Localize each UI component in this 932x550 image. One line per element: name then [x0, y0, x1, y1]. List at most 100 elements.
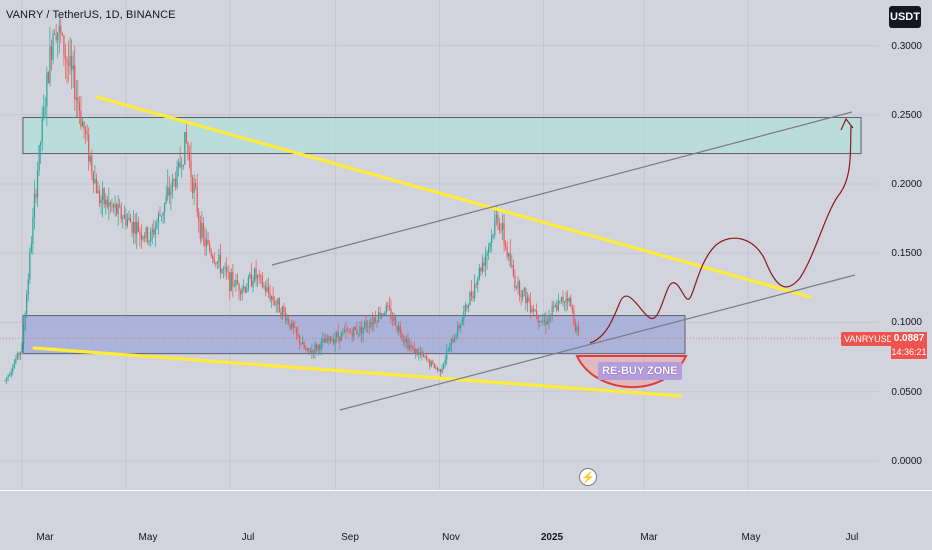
candle-body — [272, 296, 274, 301]
candle-body — [562, 297, 564, 303]
candle-body — [317, 345, 319, 350]
candle-body — [413, 347, 415, 354]
candle-body — [325, 337, 327, 343]
candle-body — [528, 297, 530, 303]
candle-body — [55, 34, 57, 41]
candle-body — [145, 227, 147, 238]
candle-body — [143, 236, 146, 238]
candle-body — [396, 326, 398, 331]
descending-trendline — [95, 95, 812, 299]
currency-button[interactable]: USDT — [889, 6, 921, 28]
candle-body — [436, 367, 439, 370]
candle-body — [100, 199, 102, 204]
candle-body — [19, 351, 22, 356]
candle-body — [32, 217, 34, 244]
candle-body — [319, 345, 321, 350]
candle-body — [229, 272, 231, 291]
candle-body — [466, 305, 468, 308]
candle-body — [288, 318, 290, 325]
candle-body — [447, 350, 449, 352]
candle-body — [198, 212, 200, 222]
candle-body — [415, 348, 417, 354]
candle-body — [416, 348, 418, 355]
candle-body — [131, 222, 133, 233]
candle-body — [486, 252, 488, 256]
candle-body — [33, 193, 36, 218]
candle-body — [385, 305, 387, 314]
candle-body — [402, 339, 404, 340]
candle-body — [474, 284, 476, 299]
candle-body — [381, 313, 383, 318]
candle-body — [346, 330, 349, 332]
candle-body — [314, 344, 316, 353]
candle-body — [23, 330, 25, 345]
candle-body — [69, 56, 71, 66]
projection-path — [589, 125, 852, 344]
candle-body — [140, 233, 142, 240]
candle-body — [289, 324, 291, 329]
candle-body — [315, 344, 318, 350]
candle-body — [213, 258, 215, 264]
candle-body — [399, 325, 401, 334]
candle-body — [574, 322, 576, 331]
candle-body — [298, 335, 301, 344]
y-tick-label: 0.0000 — [891, 456, 922, 467]
candle-body — [162, 212, 164, 216]
candle-body — [266, 286, 268, 292]
candle-body — [489, 242, 491, 248]
candle-body — [387, 305, 389, 307]
candle-body — [126, 219, 129, 226]
candle-body — [368, 326, 370, 328]
candle-body — [91, 156, 93, 172]
candle-body — [492, 234, 494, 236]
candle-body — [58, 25, 60, 32]
candle-body — [291, 322, 293, 329]
candle-body — [407, 339, 409, 349]
rebuy-zone-label: RE-BUY ZONE — [598, 362, 682, 380]
candle-body — [343, 330, 346, 333]
candle-body — [567, 298, 569, 302]
candle-body — [340, 332, 342, 342]
candle-body — [26, 294, 28, 315]
x-tick-label: 2025 — [540, 532, 564, 543]
candle-body — [461, 319, 463, 325]
candle-body — [72, 65, 74, 70]
candle-body — [83, 121, 85, 130]
candle-body — [160, 215, 163, 217]
candle-body — [187, 142, 189, 154]
candle-body — [573, 310, 575, 323]
candle-body — [52, 33, 54, 60]
candle-body — [444, 359, 446, 364]
candle-body — [75, 97, 77, 100]
candle-body — [512, 265, 514, 276]
candle-body — [351, 332, 353, 337]
candle-body — [388, 306, 390, 309]
candle-body — [43, 106, 45, 117]
candle-body — [433, 363, 435, 369]
candle-body — [570, 298, 572, 307]
candle-body — [370, 321, 372, 328]
candle-body — [181, 166, 183, 168]
candle-body — [202, 223, 204, 238]
candle-body — [253, 268, 256, 282]
candle-body — [560, 297, 563, 301]
candle-body — [322, 338, 324, 342]
candle-body — [116, 203, 118, 215]
x-tick-label: Jul — [845, 532, 859, 543]
candle-body — [360, 326, 363, 334]
candle-body — [119, 204, 121, 207]
candle-body — [133, 222, 135, 233]
candle-body — [103, 188, 105, 205]
candle-body — [252, 281, 254, 287]
candle-body — [292, 322, 294, 328]
candle-body — [526, 297, 528, 304]
candle-body — [348, 331, 350, 332]
candle-body — [446, 351, 448, 360]
flash-icon[interactable]: ⚡ — [579, 468, 597, 486]
candle-body — [345, 330, 347, 331]
pane-divider — [0, 490, 932, 491]
candle-body — [191, 177, 194, 194]
candle-body — [241, 288, 243, 294]
candle-body — [421, 352, 423, 355]
